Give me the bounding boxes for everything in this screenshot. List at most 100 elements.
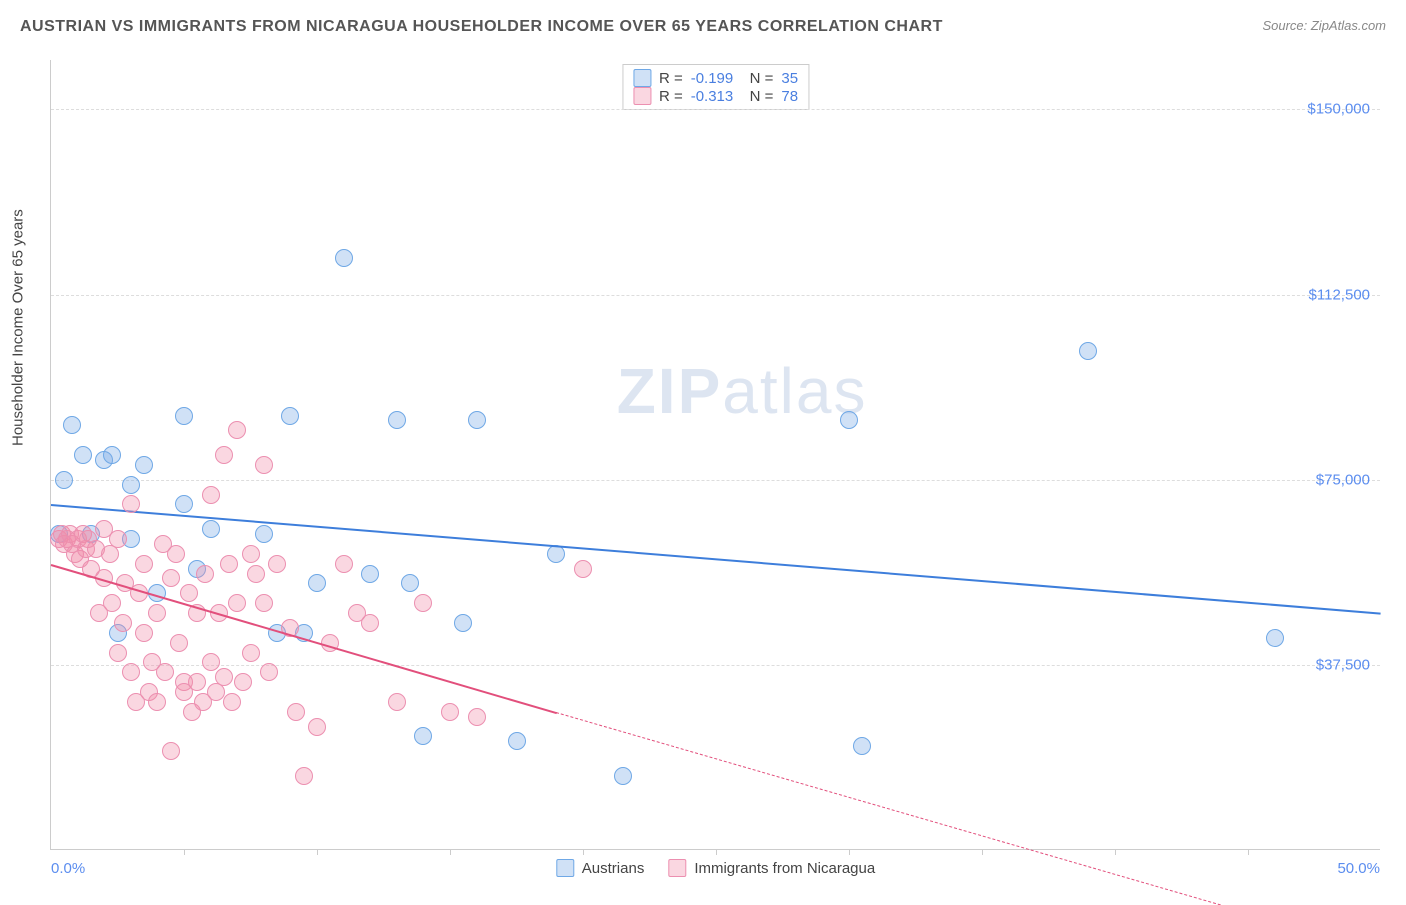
data-point bbox=[215, 446, 233, 464]
data-point bbox=[287, 703, 305, 721]
data-point bbox=[122, 663, 140, 681]
data-point bbox=[840, 411, 858, 429]
data-point bbox=[162, 569, 180, 587]
n-value-austrians: 35 bbox=[781, 70, 798, 87]
data-point bbox=[148, 604, 166, 622]
data-point bbox=[148, 693, 166, 711]
data-point bbox=[135, 555, 153, 573]
data-point bbox=[574, 560, 592, 578]
data-point bbox=[388, 693, 406, 711]
data-point bbox=[508, 732, 526, 750]
data-point bbox=[454, 614, 472, 632]
data-point bbox=[202, 520, 220, 538]
legend-item-austrians: Austrians bbox=[556, 859, 645, 877]
n-label: N = bbox=[741, 88, 773, 105]
data-point bbox=[414, 727, 432, 745]
data-point bbox=[196, 565, 214, 583]
data-point bbox=[255, 594, 273, 612]
source-label: Source: ZipAtlas.com bbox=[1262, 18, 1386, 33]
x-tick bbox=[1115, 849, 1116, 855]
chart-title: AUSTRIAN VS IMMIGRANTS FROM NICARAGUA HO… bbox=[20, 18, 943, 36]
swatch-austrians bbox=[556, 859, 574, 877]
data-point bbox=[242, 545, 260, 563]
data-point bbox=[308, 574, 326, 592]
x-tick bbox=[317, 849, 318, 855]
r-label: R = bbox=[659, 88, 683, 105]
y-tick-label: $75,000 bbox=[1316, 471, 1370, 488]
data-point bbox=[135, 456, 153, 474]
n-label: N = bbox=[741, 70, 773, 87]
data-point bbox=[170, 634, 188, 652]
data-point bbox=[401, 574, 419, 592]
legend-label: Austrians bbox=[582, 860, 645, 877]
gridline bbox=[51, 665, 1380, 666]
chart-plot-area: ZIPatlas R = -0.199 N = 35 R = -0.313 N … bbox=[50, 60, 1380, 850]
gridline bbox=[51, 295, 1380, 296]
x-axis-min-label: 0.0% bbox=[51, 860, 85, 877]
data-point bbox=[188, 673, 206, 691]
data-point bbox=[215, 668, 233, 686]
r-value-nicaragua: -0.313 bbox=[691, 88, 734, 105]
r-label: R = bbox=[659, 70, 683, 87]
data-point bbox=[260, 663, 278, 681]
watermark-left: ZIP bbox=[617, 355, 723, 427]
data-point bbox=[281, 407, 299, 425]
x-axis-max-label: 50.0% bbox=[1337, 860, 1380, 877]
data-point bbox=[255, 456, 273, 474]
trend-line bbox=[51, 564, 557, 714]
data-point bbox=[1079, 342, 1097, 360]
data-point bbox=[308, 718, 326, 736]
data-point bbox=[162, 742, 180, 760]
n-value-nicaragua: 78 bbox=[781, 88, 798, 105]
data-point bbox=[114, 614, 132, 632]
legend-item-nicaragua: Immigrants from Nicaragua bbox=[668, 859, 875, 877]
data-point bbox=[335, 249, 353, 267]
data-point bbox=[55, 471, 73, 489]
x-tick bbox=[583, 849, 584, 855]
data-point bbox=[175, 495, 193, 513]
data-point bbox=[180, 584, 198, 602]
data-point bbox=[234, 673, 252, 691]
legend-label: Immigrants from Nicaragua bbox=[694, 860, 875, 877]
r-value-austrians: -0.199 bbox=[691, 70, 734, 87]
y-tick-label: $37,500 bbox=[1316, 656, 1370, 673]
data-point bbox=[122, 476, 140, 494]
x-tick bbox=[849, 849, 850, 855]
legend-row: R = -0.199 N = 35 bbox=[633, 69, 798, 87]
data-point bbox=[202, 486, 220, 504]
data-point bbox=[156, 663, 174, 681]
data-point bbox=[255, 525, 273, 543]
data-point bbox=[175, 407, 193, 425]
data-point bbox=[103, 594, 121, 612]
data-point bbox=[103, 446, 121, 464]
data-point bbox=[167, 545, 185, 563]
watermark: ZIPatlas bbox=[617, 354, 868, 428]
data-point bbox=[468, 708, 486, 726]
x-tick bbox=[982, 849, 983, 855]
data-point bbox=[614, 767, 632, 785]
x-tick bbox=[716, 849, 717, 855]
data-point bbox=[268, 555, 286, 573]
data-point bbox=[74, 446, 92, 464]
data-point bbox=[228, 421, 246, 439]
data-point bbox=[135, 624, 153, 642]
data-point bbox=[361, 614, 379, 632]
data-point bbox=[361, 565, 379, 583]
data-point bbox=[388, 411, 406, 429]
y-axis-title: Householder Income Over 65 years bbox=[10, 209, 27, 446]
data-point bbox=[295, 767, 313, 785]
gridline bbox=[51, 109, 1380, 110]
data-point bbox=[247, 565, 265, 583]
data-point bbox=[414, 594, 432, 612]
swatch-austrians bbox=[633, 69, 651, 87]
gridline bbox=[51, 480, 1380, 481]
swatch-nicaragua bbox=[668, 859, 686, 877]
data-point bbox=[468, 411, 486, 429]
data-point bbox=[242, 644, 260, 662]
data-point bbox=[220, 555, 238, 573]
data-point bbox=[202, 653, 220, 671]
data-point bbox=[122, 495, 140, 513]
data-point bbox=[109, 530, 127, 548]
legend-row: R = -0.313 N = 78 bbox=[633, 87, 798, 105]
data-point bbox=[228, 594, 246, 612]
